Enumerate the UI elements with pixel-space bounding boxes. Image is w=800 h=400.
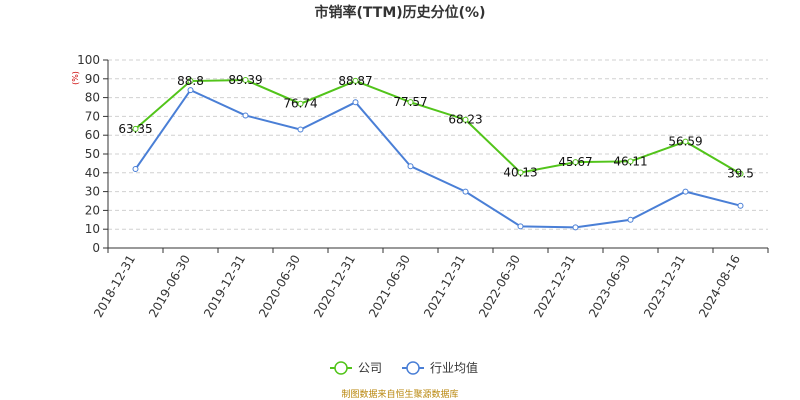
chart-title: 市销率(TTM)历史分位(%) xyxy=(315,4,486,21)
legend[interactable]: 公司 行业均值 xyxy=(330,360,478,375)
data-point[interactable] xyxy=(407,99,414,106)
data-point[interactable] xyxy=(462,116,469,123)
data-point[interactable] xyxy=(297,126,304,133)
y-tick-label: 20 xyxy=(85,203,100,217)
data-label: 88.87 xyxy=(338,74,372,88)
legend-swatch-marker xyxy=(406,361,420,375)
x-tick-label: 2020-12-31 xyxy=(311,253,358,320)
data-label: 76.74 xyxy=(283,97,317,111)
y-tick-label: 50 xyxy=(85,147,100,161)
data-point[interactable] xyxy=(572,159,579,166)
y-tick-label: 90 xyxy=(85,72,100,86)
series-1 xyxy=(132,87,744,231)
data-label: 40.13 xyxy=(503,166,537,180)
data-point[interactable] xyxy=(407,163,414,170)
data-point[interactable] xyxy=(242,112,249,119)
series-line xyxy=(134,88,741,229)
y-tick-label: 40 xyxy=(85,166,100,180)
x-tick-label: 2023-12-31 xyxy=(641,253,688,320)
legend-item-0[interactable]: 公司 xyxy=(330,361,382,375)
legend-swatch-marker xyxy=(334,361,348,375)
series-line xyxy=(134,78,742,175)
y-tick-label: 70 xyxy=(85,109,100,123)
x-tick-label: 2020-06-30 xyxy=(256,253,303,320)
series-0 xyxy=(132,76,744,177)
data-point[interactable] xyxy=(627,216,634,223)
x-tick-label: 2019-12-31 xyxy=(201,253,248,320)
grid-lines xyxy=(108,59,768,230)
y-unit-label: (%) xyxy=(71,71,80,85)
data-label: 63.35 xyxy=(118,122,152,136)
data-point[interactable] xyxy=(187,87,194,94)
data-point[interactable] xyxy=(352,99,359,106)
data-label: 56.59 xyxy=(668,135,702,149)
data-point[interactable] xyxy=(352,77,359,84)
x-tick-label: 2024-08-16 xyxy=(696,253,743,320)
x-tick-label: 2022-12-31 xyxy=(531,253,578,320)
x-tick-label: 2023-06-30 xyxy=(586,253,633,320)
legend-item-1[interactable]: 行业均值 xyxy=(402,360,478,375)
y-axis: 0 10 20 30 40 50 60 70 80 90 100 xyxy=(77,53,109,255)
legend-label: 公司 xyxy=(358,361,382,375)
data-label: 45.67 xyxy=(558,155,592,169)
data-point[interactable] xyxy=(187,78,194,85)
y-tick-label: 30 xyxy=(85,185,100,199)
data-point[interactable] xyxy=(682,188,689,195)
x-axis: 2018-12-31 2019-06-30 2019-12-31 2020-06-30… xyxy=(91,247,769,320)
data-label: 89.39 xyxy=(228,73,262,87)
data-point[interactable] xyxy=(682,138,689,145)
data-point[interactable] xyxy=(517,223,524,230)
data-point[interactable] xyxy=(737,170,744,177)
data-point[interactable] xyxy=(132,166,139,173)
data-point[interactable] xyxy=(737,202,744,209)
x-tick-label: 2019-06-30 xyxy=(146,253,193,320)
y-tick-label: 100 xyxy=(77,53,100,67)
y-tick-label: 0 xyxy=(92,241,100,255)
data-point[interactable] xyxy=(132,125,139,132)
data-point[interactable] xyxy=(517,169,524,176)
x-tick-label: 2018-12-31 xyxy=(91,253,138,320)
y-tick-label: 60 xyxy=(85,128,100,142)
data-point[interactable] xyxy=(627,158,634,165)
data-label: 88.8 xyxy=(177,74,204,88)
data-label: 46.11 xyxy=(613,154,647,168)
data-label: 77.57 xyxy=(393,95,427,109)
x-tick-label: 2021-12-31 xyxy=(421,253,468,320)
y-tick-label: 10 xyxy=(85,222,100,236)
data-point[interactable] xyxy=(462,188,469,195)
y-tick-label: 80 xyxy=(85,91,100,105)
legend-label: 行业均值 xyxy=(430,360,478,375)
data-point[interactable] xyxy=(242,76,249,83)
data-label: 68.23 xyxy=(448,113,482,127)
data-point[interactable] xyxy=(572,224,579,231)
data-point[interactable] xyxy=(297,100,304,107)
data-label: 39.5 xyxy=(727,167,754,181)
x-tick-label: 2021-06-30 xyxy=(366,253,413,320)
x-tick-label: 2022-06-30 xyxy=(476,253,523,320)
series-layer: 63.35 88.8 89.39 76.74 88.87 77.57 68.23 40.13 4… xyxy=(118,73,754,231)
source-note: 制图数据来自恒生聚源数据库 xyxy=(341,388,458,400)
